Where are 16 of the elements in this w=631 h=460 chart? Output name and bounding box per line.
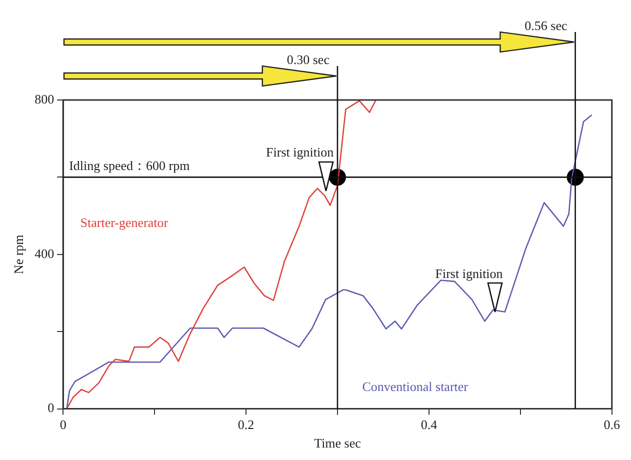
y-tick-label: 400 <box>34 246 54 261</box>
ref-line-label: 0.56 sec <box>524 18 568 33</box>
annotation: First ignition <box>266 144 334 160</box>
text: Starter-generator <box>80 215 169 230</box>
x-tick-label: 0.4 <box>420 417 438 432</box>
ref-line-label: 0.30 sec <box>286 52 330 67</box>
annotation: First ignition <box>435 266 504 281</box>
text: Conventional starter <box>362 379 469 394</box>
x-axis-title: Time sec <box>314 436 362 451</box>
y-tick-label: 800 <box>34 91 54 106</box>
x-tick-label: 0 <box>60 417 66 432</box>
x-tick-label: 0.6 <box>604 417 620 432</box>
ref-line-label: Idling speed：600 rpm <box>69 158 190 174</box>
y-tick-label: 0 <box>48 400 54 416</box>
x-tick-label: 0.2 <box>238 417 254 432</box>
y-axis-title: Ne rpm <box>11 234 26 274</box>
